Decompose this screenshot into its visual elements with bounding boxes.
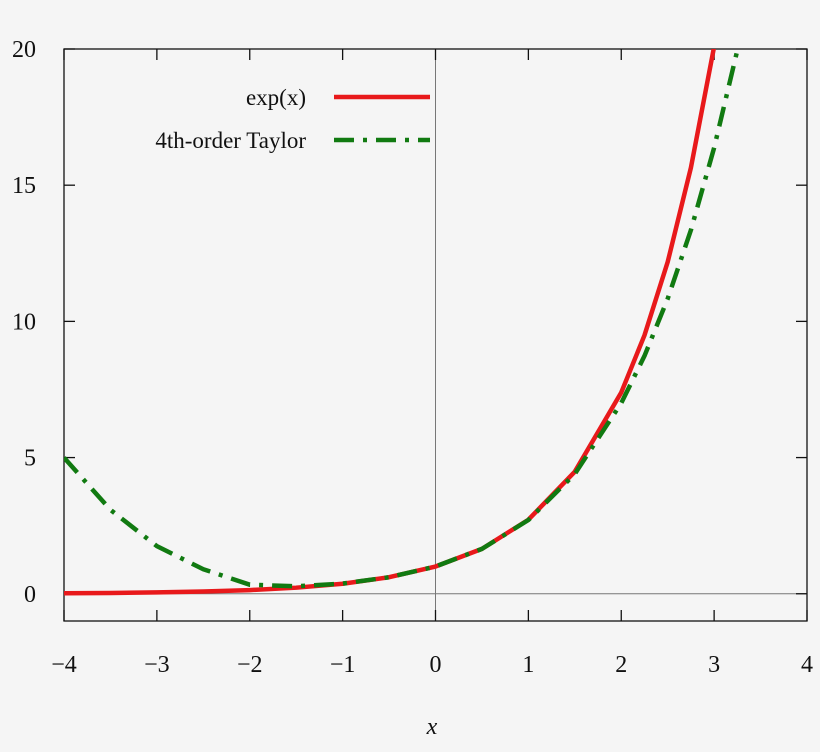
x-tick-label: −3 <box>144 652 170 678</box>
y-tick-label: 0 <box>24 582 36 608</box>
x-tick-label: −1 <box>330 652 356 678</box>
legend-label: exp(x) <box>246 85 306 110</box>
x-axis-title: x <box>426 714 438 740</box>
y-tick-label: 10 <box>12 309 36 335</box>
series-group <box>64 49 740 596</box>
legend-label: 4th-order Taylor <box>155 128 306 153</box>
x-tick-label: 3 <box>708 652 720 678</box>
tick-labels: −4 −3 −2 −1 0 1 2 3 4 0 5 10 15 20 <box>12 37 813 678</box>
x-tick-label: −2 <box>237 652 263 678</box>
legend: exp(x) 4th-order Taylor <box>155 85 430 153</box>
x-tick-label: −4 <box>51 652 77 678</box>
x-tick-label: 4 <box>801 652 813 678</box>
y-tick-label: 15 <box>12 173 36 199</box>
y-tick-label: 5 <box>24 446 36 472</box>
x-tick-label: 1 <box>522 652 534 678</box>
series-line-2 <box>64 49 740 589</box>
x-tick-label: 2 <box>615 652 627 678</box>
series-line-1 <box>64 49 716 596</box>
x-tick-label: 0 <box>430 652 442 678</box>
axis-ticks <box>63 48 808 621</box>
y-tick-label: 20 <box>12 37 36 63</box>
